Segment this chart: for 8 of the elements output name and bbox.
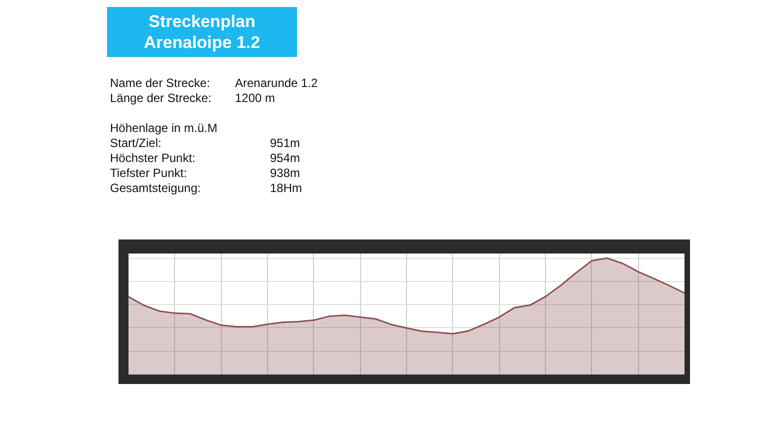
- text: Länge der Strecke: 1200 m: [110, 91, 276, 105]
- text: Gesamtsteigung: 18Hm: [110, 181, 302, 195]
- text: Tiefster Punkt: 938m: [110, 166, 300, 180]
- text: Höchster Punkt: 954m: [110, 151, 300, 165]
- text: Höhenlage in m.ü.M: [110, 121, 218, 136]
- text: Start/Ziel: 951m: [110, 136, 300, 150]
- text: Name der Strecke: Arenarunde 1.2: [110, 76, 318, 90]
- chart-title: Streckenplan Arenaloipe 1.2: [107, 7, 297, 57]
